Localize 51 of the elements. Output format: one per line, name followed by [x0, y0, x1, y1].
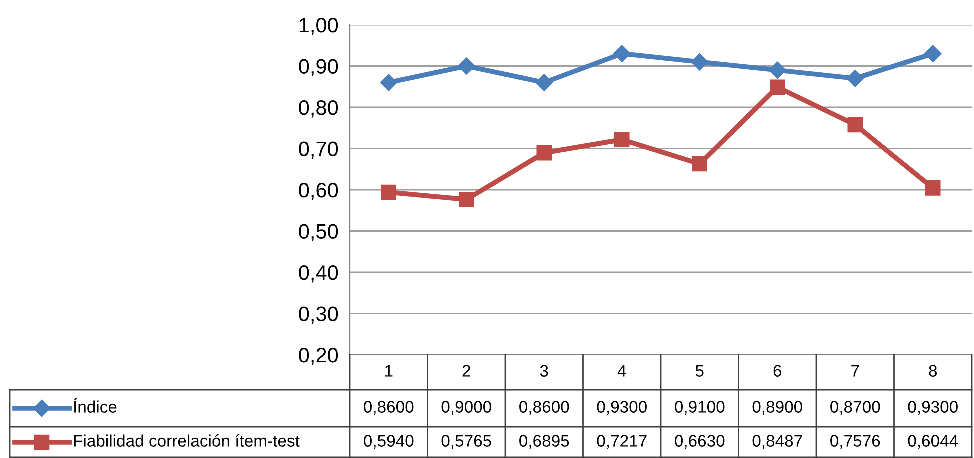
x-tick-label: 2: [462, 365, 470, 377]
x-tick-label: 7: [852, 365, 860, 377]
legend-label: Índice: [74, 398, 117, 413]
data-label: 0,6630: [675, 435, 725, 449]
legend-label: Fiabilidad correlación ítem-test: [74, 434, 300, 447]
y-tick-label: 0,20: [299, 348, 338, 366]
data-label: 0,5765: [442, 435, 492, 449]
x-tick-label: 4: [618, 365, 626, 377]
data-label: 0,8700: [830, 401, 880, 415]
y-tick-label: 0,50: [299, 224, 338, 242]
y-tick-label: 0,30: [299, 306, 338, 324]
point: [691, 54, 708, 71]
data-label: 0,9300: [908, 401, 958, 415]
data-label: 0,8600: [520, 401, 570, 415]
point: [381, 184, 397, 200]
data-label: 0,5940: [364, 435, 414, 449]
data-label: 0,8900: [752, 401, 802, 415]
y-tick-label: 0,70: [299, 142, 338, 159]
x-tick-label: 3: [540, 365, 548, 377]
point: [846, 70, 864, 88]
data-label: 0,6044: [908, 435, 958, 449]
data-label: 0,9300: [597, 401, 647, 415]
data-label: 0,7576: [830, 435, 880, 449]
data-label: 0,9000: [442, 401, 492, 415]
point: [769, 62, 786, 79]
x-tick-label: 1: [386, 365, 393, 377]
data-label: 0,9100: [675, 401, 725, 415]
y-tick-label: 0,90: [299, 59, 338, 76]
point: [770, 80, 786, 96]
point: [848, 117, 864, 133]
x-tick-label: 8: [929, 365, 938, 377]
point: [380, 74, 398, 92]
point: [458, 192, 474, 208]
point: [925, 180, 941, 196]
point: [614, 45, 631, 62]
y-tick-label: 0,80: [299, 100, 338, 118]
data-label: 0,7217: [597, 435, 647, 449]
y-tick-label: 0,60: [299, 183, 338, 200]
data-label: 0,8487: [752, 435, 802, 449]
data-label: 0,6895: [520, 435, 570, 449]
y-tick-label: 0,40: [299, 266, 338, 283]
point: [924, 45, 942, 62]
point: [458, 58, 476, 75]
point: [536, 145, 552, 161]
data-label: 0,8600: [364, 401, 414, 415]
point: [536, 74, 553, 92]
point: [692, 156, 708, 172]
point: [614, 132, 630, 148]
x-tick-label: 5: [696, 365, 704, 377]
y-tick-label: 1,00: [300, 18, 338, 36]
x-tick-label: 6: [774, 365, 782, 377]
